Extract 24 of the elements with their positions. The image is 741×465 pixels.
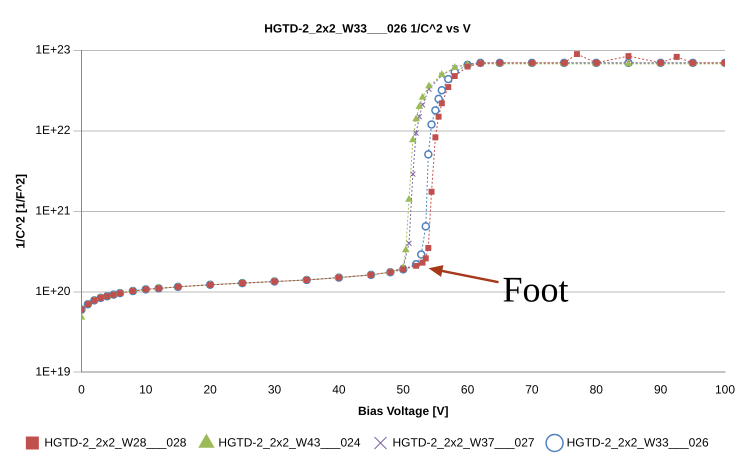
legend-label: HGTD-2_2x2_W43___024 xyxy=(218,435,361,450)
x-tick-label: 50 xyxy=(396,382,410,397)
y-tick-label: 1E+23 xyxy=(35,42,71,57)
x-tick-label: 0 xyxy=(78,382,86,397)
y-tick-label: 1E+22 xyxy=(35,123,71,138)
y-tick-label: 1E+19 xyxy=(35,364,71,379)
y-axis-title: 1/C^2 [1/F^2] xyxy=(14,174,28,249)
x-tick-label: 30 xyxy=(268,382,282,397)
x-tick-label: 90 xyxy=(654,382,668,397)
annotation: Foot xyxy=(502,270,569,310)
legend-label: HGTD-2_2x2_W37___027 xyxy=(392,435,535,450)
x-tick-label: 70 xyxy=(525,382,539,397)
x-tick-label: 100 xyxy=(714,382,736,397)
x-tick-label: 60 xyxy=(460,382,475,397)
x-tick-label: 40 xyxy=(332,382,346,397)
y-tick-label: 1E+20 xyxy=(35,284,71,298)
x-axis-title: Bias Voltage [V] xyxy=(358,404,448,418)
chart-title: HGTD-2_2x2_W33___026 1/C^2 vs V xyxy=(264,22,471,36)
legend-label: HGTD-2_2x2_W33___026 xyxy=(566,435,709,450)
y-tick-label: 1E+21 xyxy=(35,204,71,218)
x-tick-label: 20 xyxy=(203,382,218,397)
x-tick-label: 10 xyxy=(139,382,153,397)
legend-label: HGTD-2_2x2_W28___028 xyxy=(44,435,187,450)
x-tick-label: 80 xyxy=(590,382,604,397)
